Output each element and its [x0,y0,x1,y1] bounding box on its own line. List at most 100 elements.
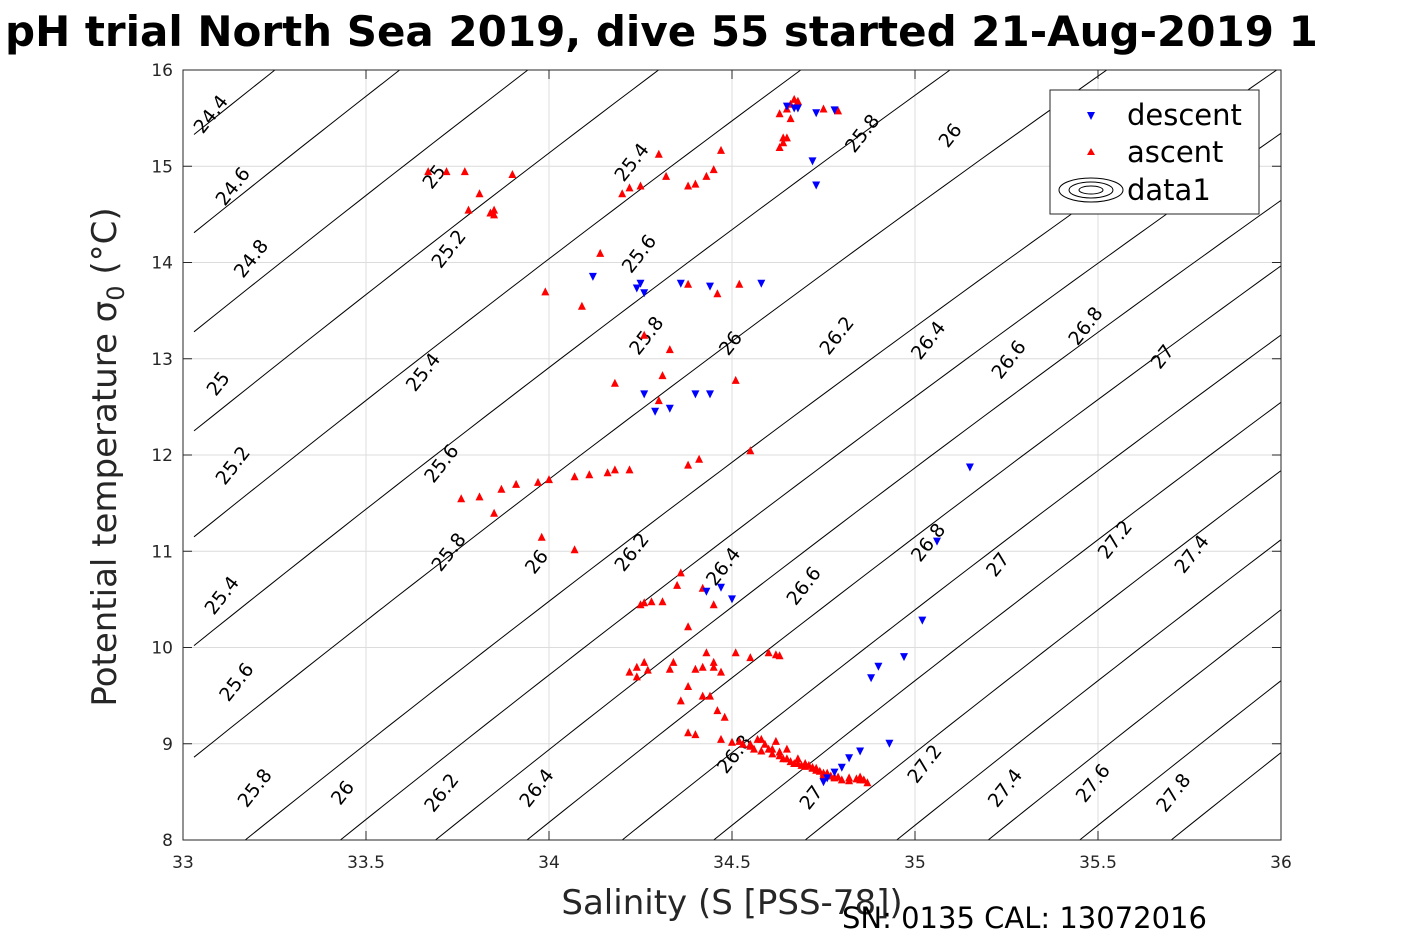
ascent-point [603,468,612,477]
ascent-point [702,648,711,657]
ascent-point [760,739,769,748]
y-tick-label: 13 [151,350,173,370]
contour-line [193,70,660,432]
descent-point [933,537,941,546]
legend-contour-marker [1058,177,1124,203]
ascent-point [757,746,766,755]
ascent-point [713,289,722,298]
descent-point [830,768,839,777]
ascent-point [698,662,707,671]
y-axis-label-subscript: 0 [102,285,130,300]
ascent-point [534,477,542,486]
ascent-point [731,648,740,657]
ascent-point [856,772,865,781]
density-contours [193,70,1281,840]
ascent-point [717,667,725,676]
ascent-point [779,138,788,147]
ascent-point [684,622,693,631]
ascent-point [658,597,667,606]
descent-point [900,653,908,662]
ascent-point [684,728,693,737]
ascent-point [771,736,780,745]
ascent-point [691,179,700,188]
contour-line [804,470,1281,840]
descent-point [706,390,714,399]
ascent-point [625,465,634,474]
ascent-point [739,739,747,748]
ascent-point [702,171,711,180]
ascent-point [834,772,843,781]
ascent-point [768,744,777,753]
ascent-point [662,171,671,180]
ascent-point [782,133,791,142]
ascent-point [684,682,693,690]
descent-point [808,157,817,166]
descent-point [874,662,883,671]
ascent-point [490,205,499,214]
y-tick-label: 14 [151,254,173,274]
ascent-point [709,657,718,666]
x-axis-label: Salinity (S [PSS-78]) [561,883,902,923]
ascent-point [658,371,667,380]
ascent-point [537,532,546,541]
y-axis-label-unit: (°C) [85,207,125,285]
ascent-point [654,396,663,405]
contour-line [193,70,802,538]
descent-point [651,407,660,416]
contour-line [193,70,529,333]
footer-serial-calibration: SN: 0135 CAL: 13072016 [842,901,1207,935]
ascent-point [610,378,619,387]
ascent-point [782,754,791,763]
ascent-point [786,114,795,123]
contour-line [193,70,951,646]
ascent-point [684,279,693,288]
legend-data1-label: data1 [1127,173,1211,207]
descent-point [717,583,725,592]
ascent-point [669,657,678,666]
y-tick-label: 16 [151,61,173,81]
y-tick-label: 10 [151,639,173,659]
ascent-point [457,494,466,503]
contour-line [987,609,1281,840]
y-tick-label: 15 [151,157,173,177]
descent-point [728,595,736,604]
ascent-point [676,696,685,705]
descent-point [845,754,854,763]
ascent-point [684,181,693,190]
ascent-point [709,600,718,609]
descent-point [640,289,649,298]
ascent-point [793,96,802,105]
ascent-series [424,94,872,787]
descent-point [812,109,821,118]
ascent-point [750,744,758,753]
x-tick-label: 34 [538,853,560,873]
legend-ascent-marker [1087,148,1095,155]
descent-point [830,106,839,115]
ascent-point [625,183,634,192]
ascent-point [746,446,755,455]
descent-point [632,284,641,293]
y-axis-label-main: Potential temperature σ [85,301,125,707]
contour-line [1079,680,1281,840]
ascent-point [636,600,645,609]
ascent-point [859,775,868,784]
ascent-point [632,672,641,681]
descent-point [665,404,674,413]
descent-point [885,739,894,748]
ascent-point [695,454,704,463]
ascent-point [475,189,484,198]
ascent-point [673,580,682,589]
contour-line [435,199,1281,840]
descent-point [676,279,685,288]
ascent-point [512,479,521,488]
ascent-point [636,181,645,190]
descent-point [640,390,649,399]
ascent-point [545,475,553,484]
ascent-point [717,734,725,743]
ascent-point [775,651,784,660]
ascent-point [863,778,872,787]
descent-point [812,181,821,190]
ascent-point [731,375,740,384]
ascent-point [775,747,784,756]
ascent-point [684,460,693,469]
